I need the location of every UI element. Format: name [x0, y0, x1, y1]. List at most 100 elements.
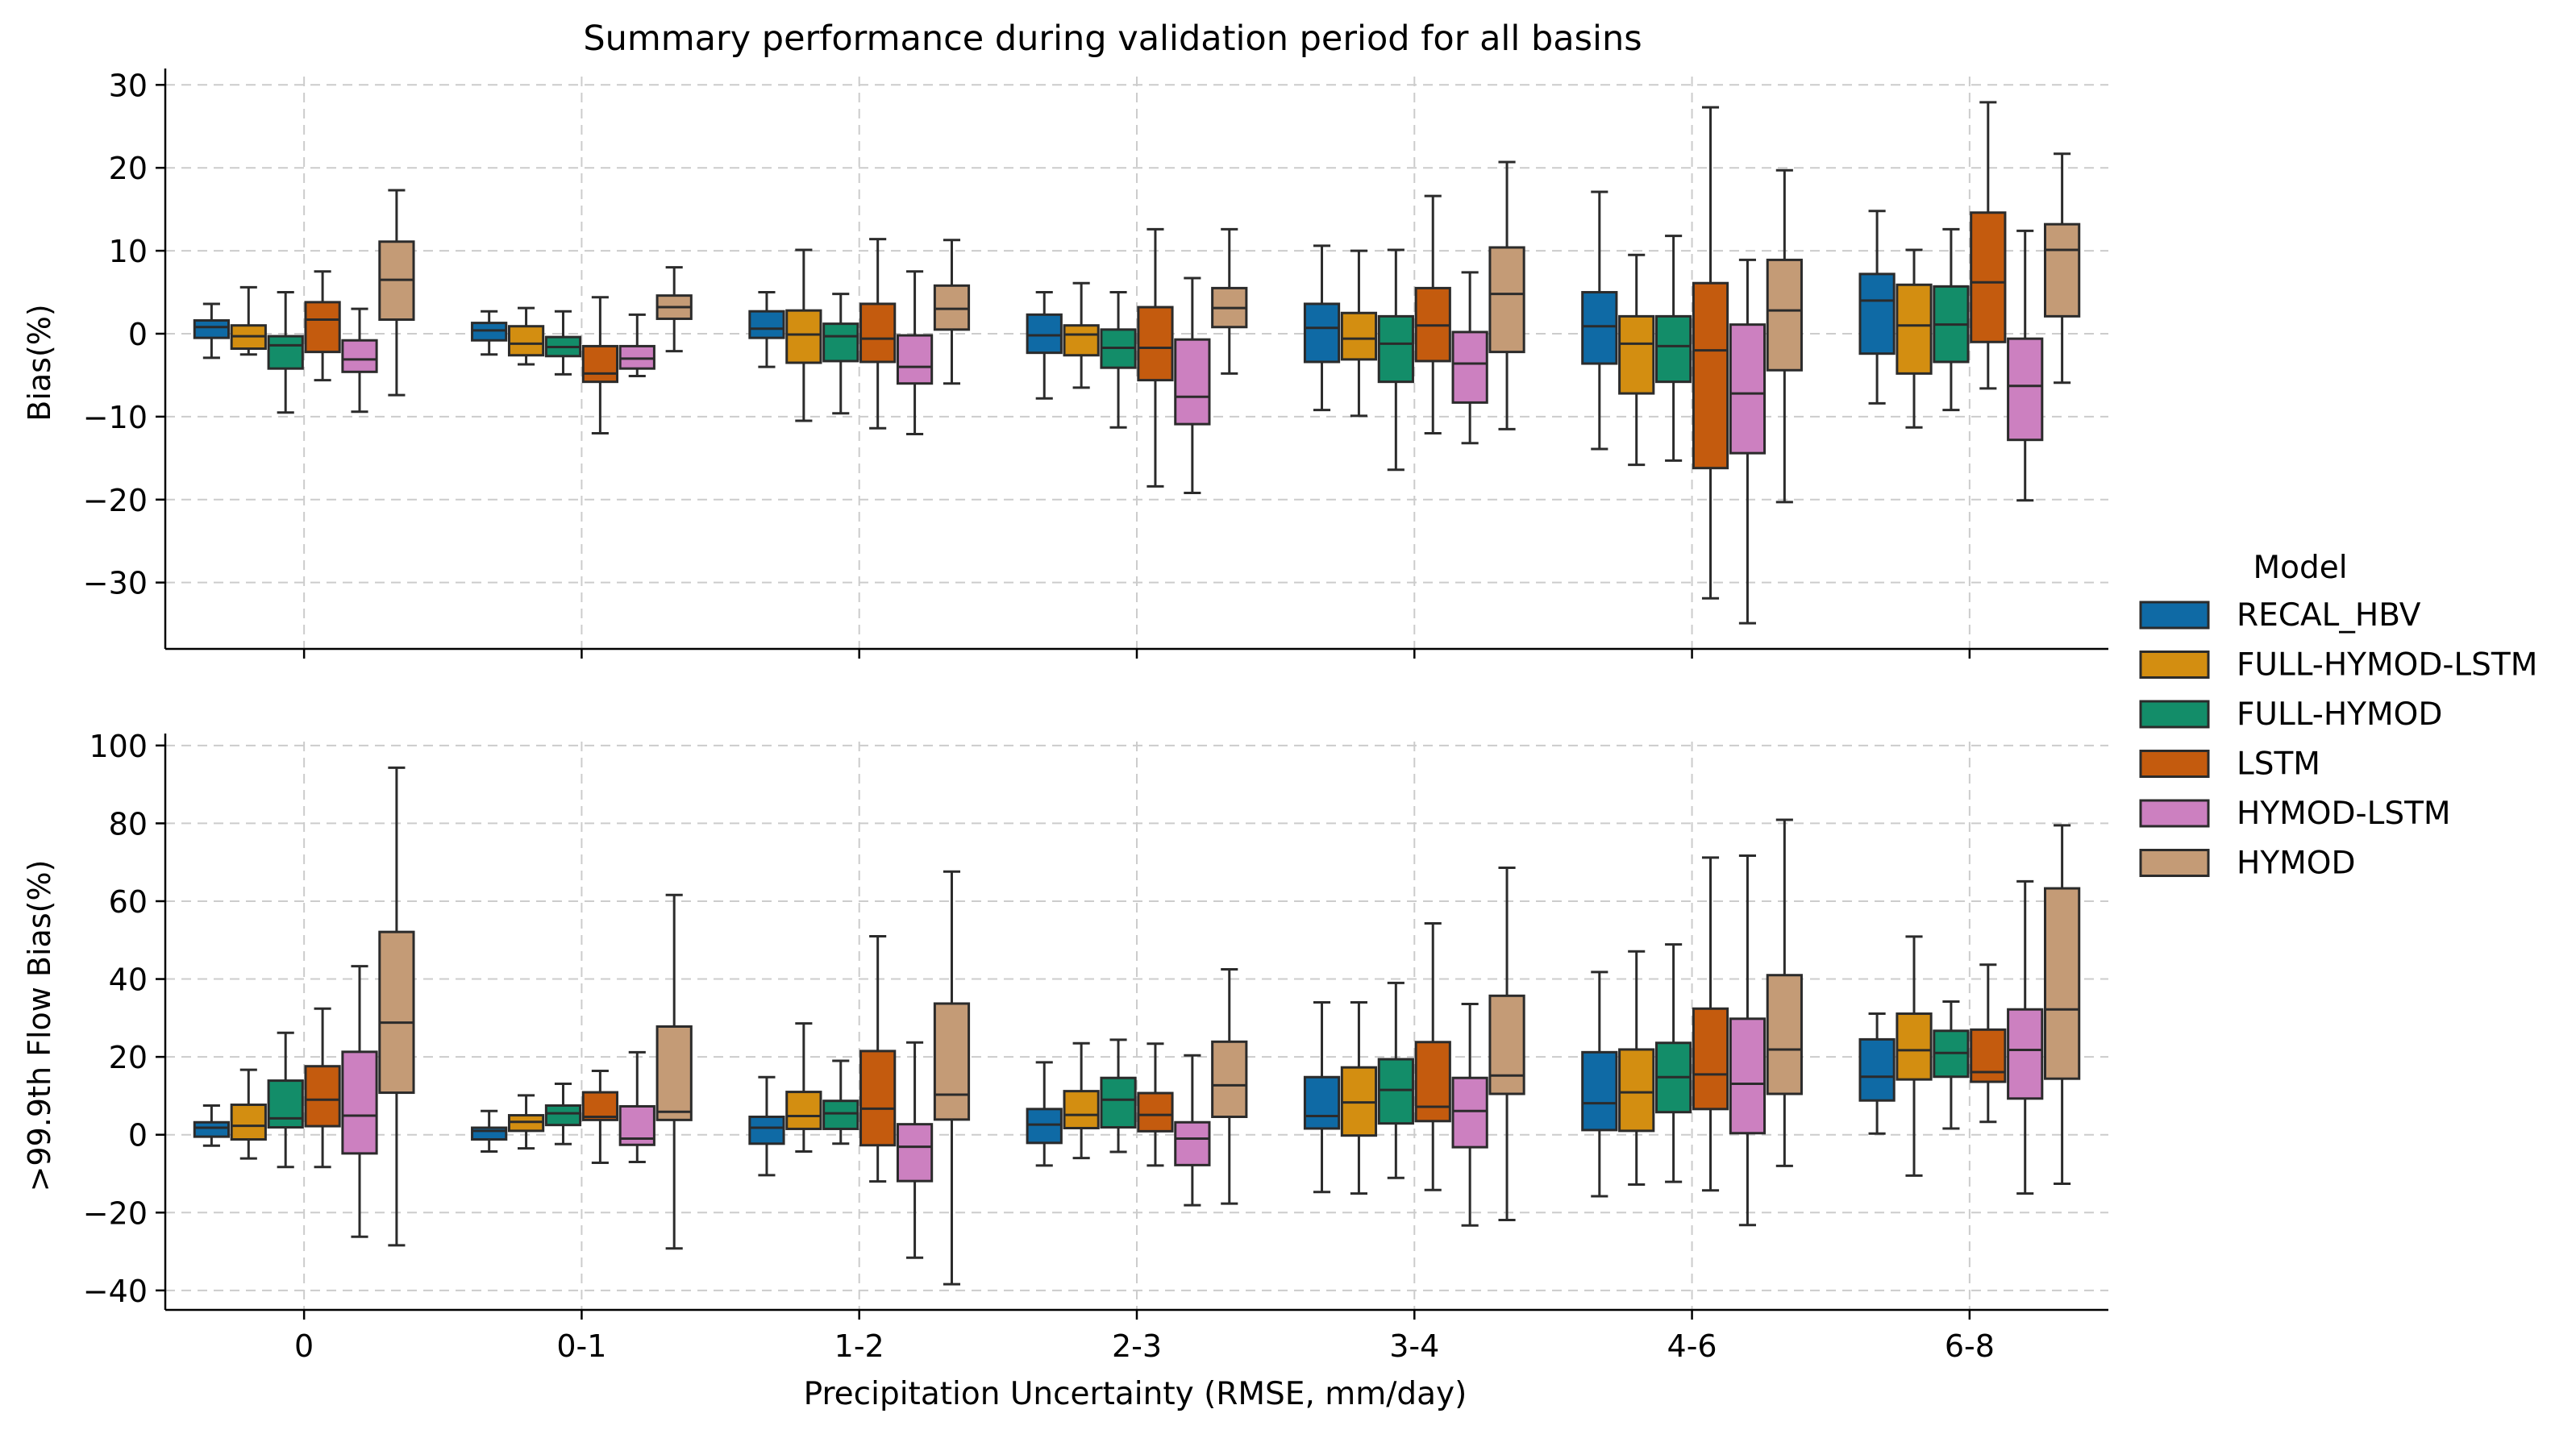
y-tick-label: −40 — [83, 1274, 148, 1309]
box — [304, 301, 341, 354]
box-plot — [785, 248, 822, 422]
box — [1174, 338, 1211, 426]
box-plot — [471, 310, 508, 356]
x-tick-label: 1-2 — [834, 1328, 884, 1364]
box-plot — [1766, 168, 1803, 504]
box — [1581, 1050, 1618, 1132]
series-RECAL_HBV — [193, 190, 1896, 451]
box-plot — [1211, 227, 1248, 375]
panel-2: −40 −20 0 20 40 60 80 100 0 0-1 1-2 2-3 3-4 4-6 6-8 >99… — [22, 729, 2108, 1364]
box — [1692, 1007, 1729, 1111]
box-plot — [2044, 824, 2081, 1186]
box — [193, 1120, 230, 1138]
box — [1211, 1040, 1248, 1118]
box-plot — [1211, 967, 1248, 1205]
box — [785, 309, 822, 364]
legend-item: RECAL_HBV — [2139, 597, 2421, 634]
box-plot — [1766, 818, 1803, 1167]
box-plot — [341, 307, 378, 414]
legend: Model RECAL_HBV FULL-HYMOD-LSTM FULL-HYMOD L… — [2139, 550, 2537, 882]
box — [933, 284, 971, 331]
box — [1303, 302, 1341, 364]
x-axis-label: Precipitation Uncertainty (RMSE, mm/day) — [804, 1376, 1467, 1412]
box-plot — [230, 1068, 267, 1160]
y-axis-label: Bias(%) — [22, 304, 57, 421]
box-plot — [618, 313, 655, 377]
box-plot — [1970, 101, 2007, 390]
box-plot — [859, 934, 897, 1183]
box — [267, 1079, 304, 1129]
box — [748, 310, 785, 339]
y-tick-label: 20 — [109, 151, 148, 186]
box-plot — [1858, 1012, 1896, 1135]
box — [1414, 1041, 1451, 1123]
box — [267, 335, 304, 370]
box-plot — [544, 1082, 582, 1145]
box — [2007, 1008, 2044, 1100]
box — [1063, 324, 1100, 357]
y-tick-label: 0 — [128, 317, 148, 352]
box-plot — [1896, 935, 1933, 1177]
box — [859, 302, 897, 364]
box-plot — [1933, 1000, 1970, 1130]
box — [1896, 1012, 1933, 1081]
box-plot — [1451, 1002, 1488, 1227]
y-tick-label: 100 — [89, 729, 148, 764]
box — [933, 1002, 971, 1121]
box-plot — [1414, 922, 1451, 1191]
box — [1618, 314, 1655, 395]
box — [1488, 994, 1525, 1095]
y-axis-label: >99.9th Flow Bias(%) — [22, 860, 57, 1192]
box-plot — [304, 270, 341, 382]
box-plot — [1729, 258, 1767, 625]
box-plot — [507, 306, 545, 366]
box-plot — [1377, 981, 1414, 1179]
series-HYMOD-LSTM — [341, 854, 2044, 1259]
box-plot — [896, 1041, 934, 1259]
box — [1618, 1048, 1655, 1133]
box — [507, 325, 545, 357]
legend-swatch — [2139, 651, 2210, 679]
box — [1174, 1120, 1211, 1166]
series-FULL-HYMOD — [267, 943, 1970, 1183]
box-plot — [267, 1031, 304, 1169]
y-tick-label: 40 — [109, 962, 148, 998]
box-plot — [1655, 235, 1692, 462]
box-plot — [1858, 210, 1896, 405]
box — [1137, 1091, 1174, 1133]
legend-label: FULL-HYMOD — [2237, 696, 2442, 733]
box-plot — [1174, 276, 1211, 495]
legend-label: HYMOD — [2237, 846, 2356, 882]
box-plot — [1137, 227, 1174, 488]
box — [1303, 1075, 1341, 1130]
box — [581, 344, 618, 384]
box-plot — [1026, 1061, 1063, 1167]
box — [1451, 1076, 1488, 1149]
box — [859, 1050, 897, 1147]
x-tick-label: 0 — [294, 1328, 314, 1364]
series-FULL-HYMOD — [267, 227, 1970, 472]
box-plot — [1488, 160, 1525, 430]
y-tick-label: 30 — [109, 68, 148, 103]
chart-title: Summary performance during validation pe… — [583, 19, 1642, 59]
x-tick-label: 6-8 — [1945, 1328, 1995, 1364]
box-plot — [933, 239, 971, 385]
box — [1692, 281, 1729, 470]
y-tick-label: −10 — [83, 400, 148, 435]
box — [1026, 1108, 1063, 1145]
box — [1896, 283, 1933, 375]
box — [1488, 246, 1525, 354]
box — [1377, 314, 1414, 384]
box-plot — [1174, 1054, 1211, 1207]
box-plot — [581, 296, 618, 434]
box — [1026, 313, 1063, 355]
box-plot — [471, 1109, 508, 1153]
box-plot — [785, 1022, 822, 1153]
legend-swatch — [2139, 700, 2210, 729]
y-tick-label: 80 — [109, 806, 148, 842]
box — [1858, 1037, 1896, 1102]
box-plot — [341, 965, 378, 1238]
legend-swatch — [2139, 601, 2210, 630]
box-plot — [1100, 1038, 1137, 1154]
